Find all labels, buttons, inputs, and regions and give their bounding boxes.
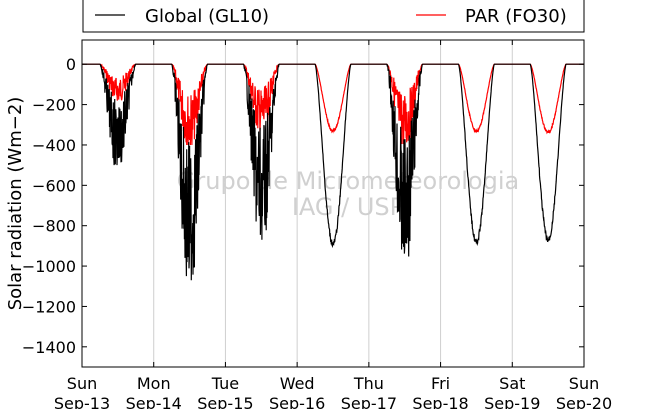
y-axis-label: Solar radiation (Wm−2) <box>5 97 26 311</box>
x-tick-label-date: Sep-14 <box>126 394 182 409</box>
watermark: Grupo de Micrometeorologia IAG / USP <box>177 167 519 221</box>
x-tick-label-day: Fri <box>431 374 450 393</box>
series-line-par <box>82 63 584 146</box>
series-group <box>82 63 584 281</box>
x-tick-label-day: Thu <box>353 374 384 393</box>
plot-frame <box>81 39 585 368</box>
x-tick-label-day: Tue <box>211 374 239 393</box>
legend-label-global: Global (GL10) <box>145 6 269 27</box>
grid-lines <box>153 40 513 367</box>
x-axis: SunSep-13MonSep-14TueSep-15WedSep-16ThuS… <box>54 40 612 409</box>
series-line-global <box>82 63 584 281</box>
legend-box <box>82 0 585 33</box>
x-tick-label-date: Sep-15 <box>197 394 253 409</box>
x-tick-label-day: Sun <box>67 374 97 393</box>
y-tick-label: −800 <box>32 217 76 236</box>
x-tick-label-date: Sep-13 <box>54 394 110 409</box>
y-tick-label: −1000 <box>22 257 76 276</box>
x-tick-label-day: Sun <box>569 374 599 393</box>
y-tick-label: −1400 <box>22 338 76 357</box>
y-tick-label: −400 <box>32 136 76 155</box>
y-tick-label: −600 <box>32 176 76 195</box>
watermark-line-1: Grupo de Micrometeorologia <box>177 167 519 195</box>
x-tick-label-date: Sep-20 <box>556 394 612 409</box>
x-tick-label-day: Mon <box>137 374 171 393</box>
x-tick-label-date: Sep-16 <box>269 394 325 409</box>
legend: Global (GL10) PAR (FO30) <box>82 0 585 33</box>
x-tick-label-date: Sep-19 <box>484 394 540 409</box>
watermark-line-2: IAG / USP <box>292 193 404 221</box>
legend-label-par: PAR (FO30) <box>465 6 567 27</box>
x-tick-label-day: Wed <box>280 374 315 393</box>
y-tick-label: −1200 <box>22 297 76 316</box>
x-tick-label-day: Sat <box>499 374 525 393</box>
x-tick-label-date: Sep-18 <box>412 394 468 409</box>
y-tick-label: 0 <box>66 55 76 74</box>
y-tick-label: −200 <box>32 96 76 115</box>
y-axis: 0 −200 −400 −600 −800 −1000 −1200 −1400 <box>22 55 584 357</box>
x-tick-label-date: Sep-17 <box>341 394 397 409</box>
